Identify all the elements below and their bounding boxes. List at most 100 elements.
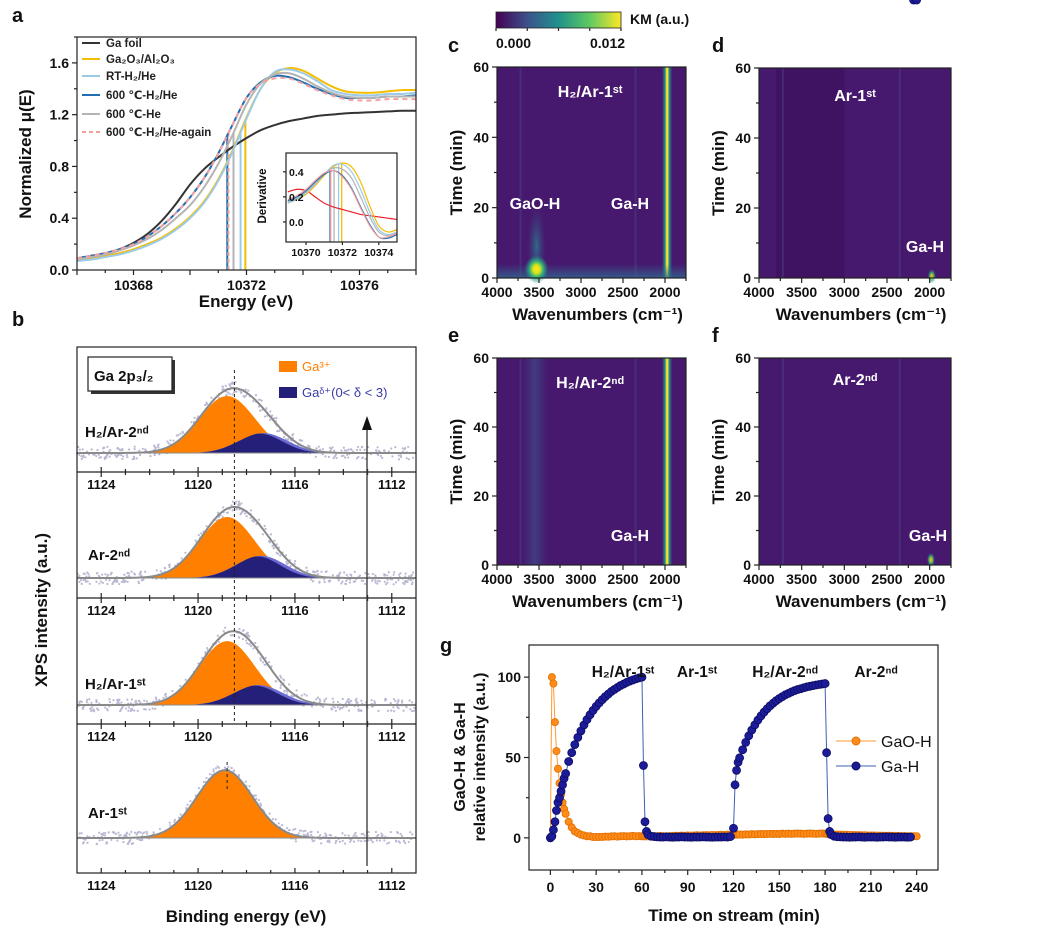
xps-data-point (399, 454, 402, 457)
x-tick-label: 2000 (649, 284, 680, 300)
y-tick-label: 0 (743, 557, 751, 573)
xps-data-point (373, 700, 376, 703)
xps-data-point (145, 700, 148, 703)
xps-data-point (305, 694, 308, 697)
xps-data-point (310, 830, 313, 833)
xps-data-point (336, 574, 339, 577)
xps-data-point (122, 455, 125, 458)
xps-data-point (139, 453, 142, 457)
xps-data-point (279, 554, 282, 557)
xps-data-point (327, 455, 330, 459)
xps-data-point (252, 647, 255, 650)
xps-data-point (144, 708, 147, 711)
xps-data-point (331, 446, 334, 449)
xps-data-point (405, 457, 408, 460)
gaoh-data-point (547, 673, 556, 682)
xps-data-point (216, 634, 219, 637)
x-tick-label: 1124 (87, 603, 116, 618)
xps-data-point (245, 642, 249, 645)
xps-data-point (397, 707, 400, 710)
xps-data-point (413, 706, 416, 709)
xps-data-point (116, 698, 119, 701)
xps-data-point (341, 706, 344, 710)
xps-data-point (86, 580, 89, 583)
xps-data-point (185, 807, 188, 810)
gah-data-point (912, 0, 922, 5)
derivative-series-line (287, 163, 397, 236)
x-tick-label: 150 (768, 879, 792, 895)
xps-data-point (235, 507, 238, 510)
xps-data-point (381, 456, 384, 460)
xps-data-point (269, 533, 273, 536)
xps-data-point (333, 455, 336, 458)
xps-data-point (184, 678, 187, 681)
band-annotation: H₂/Ar-1ˢᵗ (558, 84, 623, 101)
inset-y-axis-label: Derivative (257, 169, 269, 224)
xps-data-point (229, 634, 232, 637)
xps-data-point (239, 390, 242, 394)
xps-data-point (104, 831, 107, 835)
xps-data-point (104, 706, 107, 709)
y-axis-label: XPS intensity (a.u.) (32, 533, 51, 687)
xps-data-point (345, 700, 348, 703)
xps-data-point (109, 448, 112, 452)
xps-data-point (303, 693, 306, 696)
xps-data-point (330, 834, 333, 837)
xps-data-point (101, 833, 105, 837)
xps-data-point (146, 832, 149, 835)
xps-data-point (409, 708, 412, 711)
xps-data-point (325, 570, 328, 573)
xps-data-point (360, 840, 363, 843)
xps-data-point (313, 839, 316, 842)
x-tick-label: 1116 (281, 878, 309, 893)
xps-data-point (123, 581, 126, 584)
xps-data-point (360, 456, 364, 460)
xps-data-point (135, 457, 138, 460)
xps-data-point (400, 834, 404, 838)
gaoh-data-point (553, 764, 562, 773)
band-annotation: GaO-H (510, 196, 561, 213)
xps-data-point (79, 578, 83, 582)
xps-data-point (269, 410, 272, 413)
xps-data-point (166, 440, 169, 443)
xps-data-point (80, 832, 83, 835)
colorbar (495, 11, 622, 29)
xps-data-point (108, 579, 111, 582)
x-tick-label: 2500 (871, 571, 902, 587)
y-axis-label-line2: relative intensity (a.u.) (472, 673, 489, 842)
xps-data-point (302, 833, 306, 836)
xps-data-point (205, 403, 209, 406)
xps-data-point (228, 383, 231, 386)
xps-data-point (254, 641, 257, 645)
xps-data-point (107, 831, 110, 834)
xps-data-point (84, 456, 87, 459)
xps-data-point (167, 442, 170, 445)
legend-label-ga3: Ga³⁺ (302, 359, 331, 374)
xps-data-point (282, 678, 285, 681)
heatmap-panel-c (497, 67, 686, 287)
xps-data-point (264, 656, 267, 659)
xps-data-point (104, 578, 108, 582)
xps-data-point (127, 574, 130, 577)
x-tick-label: 3500 (786, 284, 817, 300)
y-tick-label: 1.2 (50, 107, 70, 123)
xps-data-point (257, 518, 261, 521)
xps-data-point (110, 838, 113, 842)
xps-data-point (411, 581, 414, 584)
xps-data-point (206, 646, 209, 650)
xps-data-point (345, 579, 348, 582)
legend-swatch-gad (279, 387, 297, 398)
gah-data-point (564, 757, 574, 766)
xps-data-point (387, 841, 391, 844)
xps-data-point (152, 831, 155, 834)
xps-data-point (376, 582, 379, 585)
xps-data-point (90, 701, 93, 704)
x-tick-label: 4000 (743, 284, 774, 300)
y-tick-label: 20 (735, 488, 751, 504)
xps-data-point (318, 448, 322, 451)
xps-data-point (339, 706, 342, 710)
xps-data-point (412, 571, 415, 574)
xps-subpanel: Ar-2ⁿᵈ (76, 500, 416, 586)
xps-data-point (336, 706, 340, 709)
xps-data-point (353, 833, 356, 836)
